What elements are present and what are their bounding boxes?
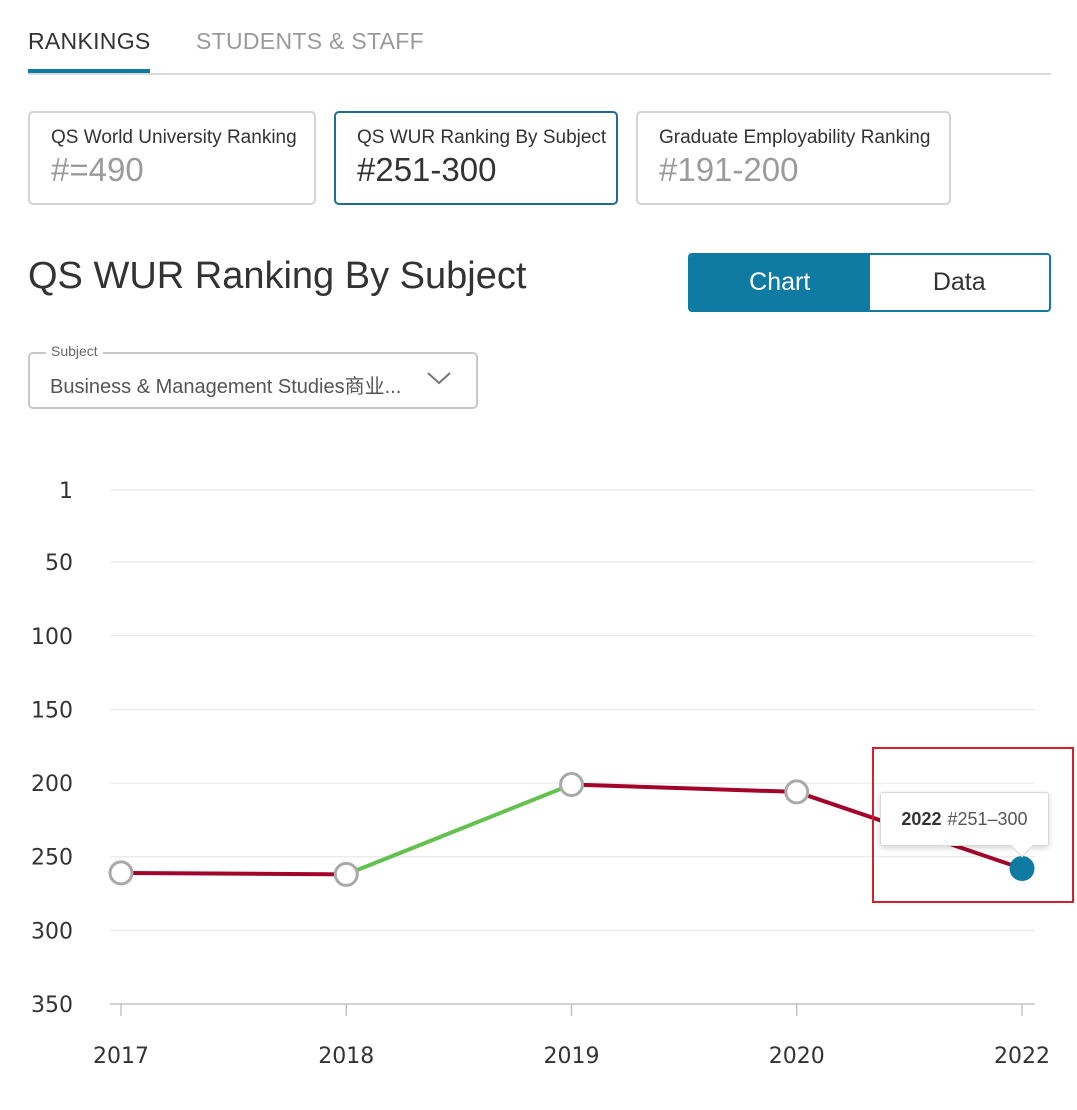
tooltip-year: 2022 [901,808,942,829]
card-label: Graduate Employability Ranking [659,127,931,148]
card-value: #191-200 [659,151,799,188]
y-tick-label: 300 [31,919,73,944]
chart-gridlines [110,489,1035,1005]
section-title: QS WUR Ranking By Subject [28,255,527,297]
data-point[interactable] [333,861,359,887]
x-tick-label: 2020 [769,1044,825,1069]
x-tick-label: 2017 [93,1044,149,1069]
card-label: QS WUR Ranking By Subject [357,127,607,148]
data-point-highlighted[interactable] [1009,856,1035,882]
card-value: #251-300 [357,151,497,188]
x-axis-ticks: 2017 2018 2019 2020 2022 [93,1004,1050,1069]
y-tick-label: 50 [45,551,73,576]
x-tick-label: 2019 [544,1044,600,1069]
data-point[interactable] [559,772,584,798]
y-tick-label: 250 [31,846,73,871]
y-tick-label: 100 [31,625,73,650]
y-tick-label: 150 [31,698,73,723]
y-tick-label: 200 [31,772,73,797]
x-tick-label: 2018 [318,1044,374,1069]
card-ranking-by-subject[interactable]: QS WUR Ranking By Subject #251-300 [334,111,618,205]
card-world-university-ranking[interactable]: QS World University Ranking #=490 [28,111,316,205]
series-line-segment [344,782,574,877]
tab-rankings[interactable]: RANKINGS [28,28,151,54]
data-point[interactable] [784,779,810,805]
card-label: QS World University Ranking [51,127,297,148]
active-tab-indicator [28,69,150,73]
data-view-button[interactable]: Data [869,255,1049,310]
chart-view-button[interactable]: Chart [690,255,870,310]
view-toggle: Chart Data [688,253,1051,312]
card-value: #=490 [51,151,144,188]
x-tick-label: 2022 [994,1044,1050,1069]
subject-select-value: Business & Management Studies商业... [50,376,402,398]
tooltip-value: #251–300 [947,808,1028,829]
card-graduate-employability-ranking[interactable]: Graduate Employability Ranking #191-200 [636,111,951,205]
subject-select[interactable]: Subject Business & Management Studies商业.… [28,343,478,409]
tab-students-staff[interactable]: STUDENTS & STAFF [196,28,424,54]
y-tick-label: 1 [59,479,73,504]
series-line-segment [569,782,799,794]
subject-select-legend: Subject [46,343,103,359]
series-points [108,772,1035,887]
ranking-tabs: RANKINGS STUDENTS & STAFF [28,0,1051,75]
chart-tooltip: 2022 #251–300 [880,792,1049,858]
y-tick-label: 350 [31,993,73,1018]
series-line-segment [119,870,349,877]
data-point[interactable] [108,860,134,886]
chevron-down-icon [427,372,451,385]
